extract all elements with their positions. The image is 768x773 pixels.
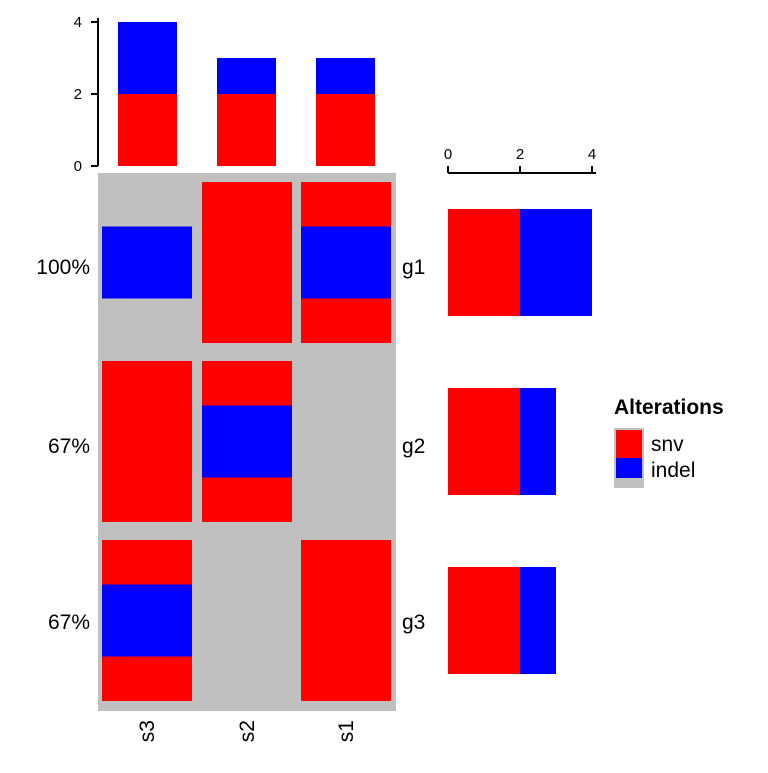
- legend: Alterations snv indel: [614, 396, 724, 488]
- right-barplot-tick-label: 4: [588, 146, 596, 163]
- right-bar-snv-g3: [448, 567, 520, 674]
- sample-label-s3: s3: [136, 720, 159, 742]
- cell-snv-g2-s3: [102, 361, 192, 522]
- cell-snv-g3-s1: [301, 540, 391, 701]
- row-percentage-label: 67%: [48, 435, 90, 458]
- legend-label-indel: indel: [651, 459, 695, 482]
- legend-swatch-indel: [616, 458, 642, 478]
- right-barplot-tick-label: 2: [516, 146, 524, 163]
- gene-label-g3: g3: [402, 611, 425, 634]
- heatmap-cells: [102, 182, 391, 701]
- gene-label-g1: g1: [402, 256, 425, 279]
- right-barplot-axis: 0 2 4: [444, 146, 596, 174]
- right-bar-snv-g2: [448, 388, 520, 495]
- top-bar-indel-s2: [217, 58, 276, 94]
- top-barplot-tick-label: 4: [74, 14, 82, 31]
- cell-indel-g1-s3: [102, 226, 192, 299]
- cell-snv-g1-s2: [202, 182, 292, 343]
- legend-swatch-snv: [616, 430, 642, 458]
- top-barplot: [118, 22, 375, 166]
- right-bar-snv-g1: [448, 209, 520, 316]
- right-bar-indel-g1: [520, 209, 592, 316]
- top-barplot-axis: 0 2 4: [74, 14, 99, 175]
- top-barplot-tick-label: 0: [74, 158, 82, 175]
- top-bar-indel-s3: [118, 22, 177, 94]
- top-bar-snv-s1: [316, 94, 375, 166]
- right-bar-indel-g3: [520, 567, 556, 674]
- column-labels: s3 s2 s1: [136, 720, 358, 742]
- top-barplot-tick-label: 2: [74, 86, 82, 103]
- right-barplot-tick-label: 0: [444, 146, 452, 163]
- row-labels: 100% 67% 67% g1 g2 g3: [36, 256, 425, 634]
- sample-label-s2: s2: [236, 720, 259, 742]
- right-barplot: [448, 209, 592, 674]
- cell-indel-g2-s2: [202, 405, 292, 478]
- row-percentage-label: 67%: [48, 611, 90, 634]
- cell-indel-g3-s3: [102, 584, 192, 657]
- sample-label-s1: s1: [335, 720, 358, 742]
- top-bar-snv-s3: [118, 94, 177, 166]
- gene-label-g2: g2: [402, 435, 425, 458]
- legend-title: Alterations: [614, 396, 724, 419]
- legend-label-snv: snv: [651, 433, 684, 456]
- right-bar-indel-g2: [520, 388, 556, 495]
- top-bar-snv-s2: [217, 94, 276, 166]
- row-percentage-label: 100%: [36, 256, 90, 279]
- top-bar-indel-s1: [316, 58, 375, 94]
- cell-indel-g1-s1: [301, 226, 391, 299]
